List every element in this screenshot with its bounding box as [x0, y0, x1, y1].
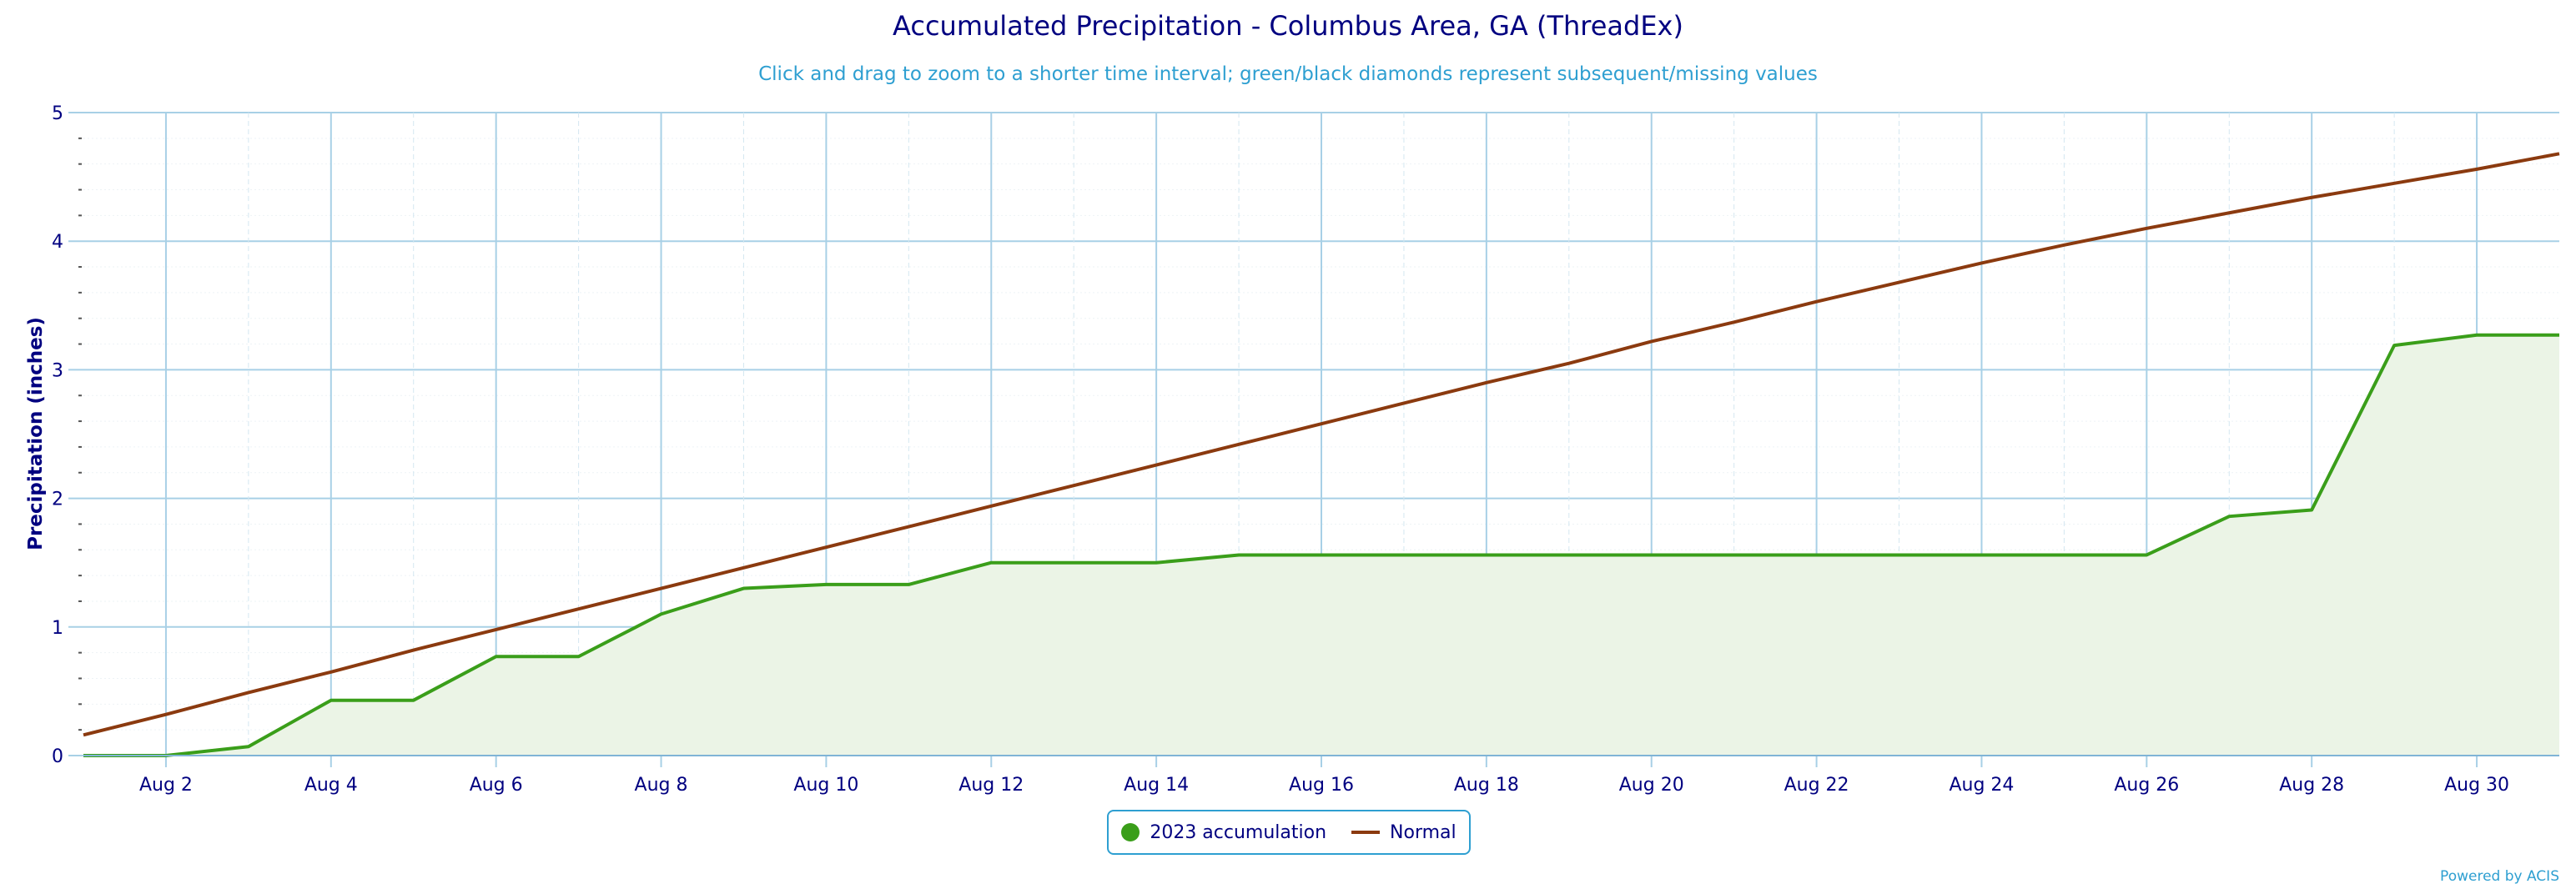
- grid-layer: [68, 112, 2559, 767]
- y-tick-label: 2: [52, 490, 63, 510]
- legend-marker-normal: [1351, 831, 1381, 834]
- x-tick-label: Aug 6: [470, 775, 523, 796]
- x-tick-label: Aug 26: [2114, 775, 2179, 796]
- series-line-accumulation: [83, 333, 2559, 757]
- legend-item-accumulation[interactable]: 2023 accumulation: [1121, 822, 1326, 843]
- x-tick-label: Aug 14: [1124, 775, 1189, 796]
- credits-link[interactable]: Powered by ACIS: [2440, 868, 2559, 885]
- x-tick-label: Aug 30: [2444, 775, 2509, 796]
- accumulation-area: [83, 334, 2559, 756]
- y-tick-label: 4: [52, 232, 63, 253]
- y-tick-label: 1: [52, 618, 63, 639]
- x-tick-label: Aug 28: [2279, 775, 2344, 796]
- legend-label-normal: Normal: [1390, 821, 1457, 843]
- x-tick-label: Aug 8: [635, 775, 688, 796]
- y-tick-label: 5: [52, 103, 63, 124]
- legend-marker-accumulation: [1121, 823, 1140, 841]
- chart-title: Accumulated Precipitation - Columbus Are…: [893, 10, 1683, 42]
- x-tick-label: Aug 18: [1454, 775, 1519, 796]
- legend-item-normal[interactable]: Normal: [1351, 822, 1457, 843]
- legend: 2023 accumulation Normal: [1107, 810, 1471, 855]
- series-layer: [83, 152, 2560, 757]
- x-tick-label: Aug 24: [1949, 775, 2014, 796]
- x-tick-label: Aug 12: [958, 775, 1024, 796]
- x-tick-label: Aug 16: [1289, 775, 1354, 796]
- area-layer: [83, 334, 2559, 756]
- series-line-normal: [83, 152, 2560, 737]
- y-tick-label: 0: [52, 746, 63, 767]
- x-tick-label: Aug 20: [1619, 775, 1684, 796]
- legend-label-accumulation: 2023 accumulation: [1150, 821, 1327, 843]
- x-tick-label: Aug 2: [139, 775, 193, 796]
- x-tick-label: Aug 10: [793, 775, 858, 796]
- x-tick-label: Aug 4: [304, 775, 358, 796]
- chart-subtitle: Click and drag to zoom to a shorter time…: [758, 63, 1818, 85]
- x-tick-label: Aug 22: [1784, 775, 1849, 796]
- y-tick-label: 3: [52, 360, 63, 381]
- axis-layer: 0 1 2 3 4 5 Aug 2 Aug 4 Aug 6 Aug 8 Aug 10 Aug 12 Au…: [52, 103, 2559, 796]
